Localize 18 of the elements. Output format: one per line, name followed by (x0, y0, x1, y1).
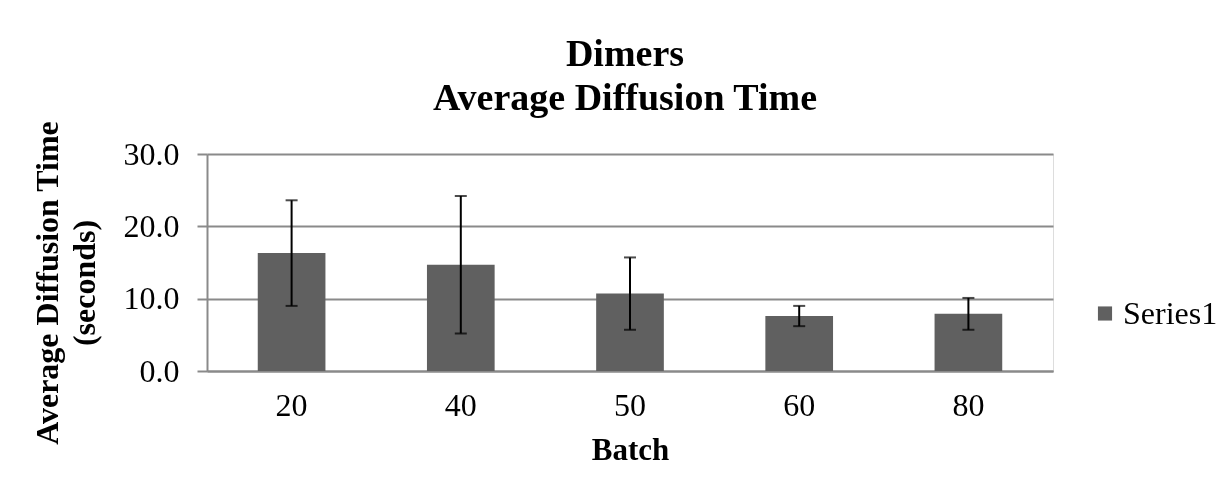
y-axis-title: Average Diffusion Time (seconds) (28, 121, 102, 445)
x-axis-title: Batch (591, 431, 670, 467)
x-tick-label: 20 (275, 386, 308, 423)
y-tick-label: 30.0 (123, 135, 180, 172)
bar (765, 316, 834, 371)
bar (596, 293, 664, 371)
legend-label: Series1 (1123, 294, 1218, 331)
x-tick-label: 50 (614, 386, 646, 423)
y-tick-label: 0.0 (139, 352, 180, 389)
y-tick-label: 10.0 (123, 280, 180, 317)
bar (426, 264, 495, 371)
bar (934, 313, 1003, 371)
bar (257, 253, 326, 371)
x-tick-label: 40 (444, 386, 477, 423)
x-tick-label: 80 (952, 386, 985, 423)
x-tick-label: 60 (783, 386, 816, 423)
chart-title: Dimers Average Diffusion Time (432, 32, 818, 119)
y-tick-label: 20.0 (123, 207, 180, 244)
